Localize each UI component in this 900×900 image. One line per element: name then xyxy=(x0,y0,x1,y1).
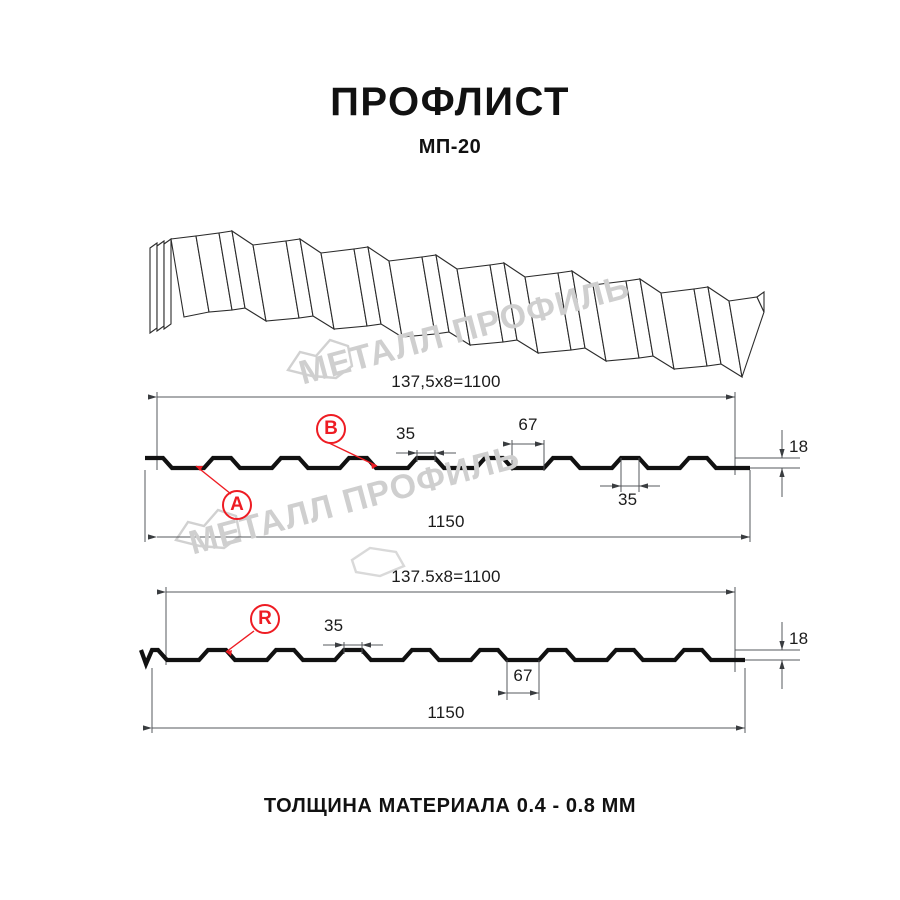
page-subtitle: МП-20 xyxy=(418,136,482,158)
dim-label-bottom-overall-1: 1150 xyxy=(427,512,465,531)
dim-label-bottom-overall-2: 1150 xyxy=(427,703,465,722)
dim-label-35-top-1: 35 xyxy=(396,424,416,443)
leader-arrow-a xyxy=(196,466,203,471)
material-thickness-note: ТОЛЩИНА МАТЕРИАЛА 0.4 - 0.8 ММ xyxy=(263,795,637,817)
leader-callout-b xyxy=(328,442,378,467)
callout-b[interactable]: B xyxy=(316,414,346,444)
leader-arrow-b xyxy=(371,463,377,469)
callout-r[interactable]: R xyxy=(250,604,280,634)
leader-callout-a xyxy=(195,465,232,495)
leader-arrow-r xyxy=(226,650,232,656)
dim-label-35-top-2: 35 xyxy=(324,616,344,635)
dim-label-67-1: 67 xyxy=(518,415,538,434)
callout-a[interactable]: A xyxy=(222,490,252,520)
dim-label-67-2: 67 xyxy=(513,666,533,685)
dim-label-35-bottom-1: 35 xyxy=(618,490,638,509)
dim-label-top-overall-1: 137,5x8=1100 xyxy=(391,372,501,391)
page-title: ПРОФЛИСТ xyxy=(330,80,570,124)
dim-label-18-2: 18 xyxy=(789,629,809,648)
profile-3d-isometric-view xyxy=(149,229,765,379)
profile-section-bottom xyxy=(139,587,800,733)
dim-label-top-overall-2: 137.5x8=1100 xyxy=(391,567,501,586)
profile-outline-bottom xyxy=(139,647,745,670)
dim-label-18-1: 18 xyxy=(789,437,809,456)
leader-callout-r xyxy=(225,630,255,653)
